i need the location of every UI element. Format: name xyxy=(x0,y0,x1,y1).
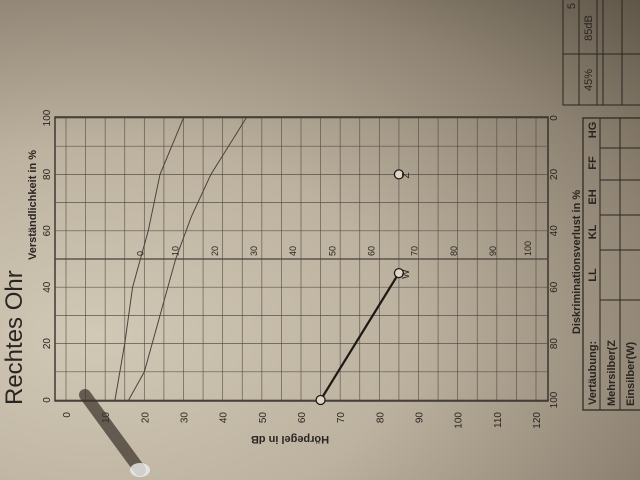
y-tick-label: 40 xyxy=(42,281,53,293)
masking-col-HG: HG xyxy=(587,122,599,139)
reference-curve xyxy=(114,117,184,401)
x-tick-label: 110 xyxy=(493,412,504,428)
y2-tick-label: 100 xyxy=(549,391,560,408)
hearing-loss-label: 10 xyxy=(171,246,181,256)
masking-col-LL: LL xyxy=(587,268,599,282)
y2-tick-label: 40 xyxy=(549,225,560,237)
hearing-loss-label: 70 xyxy=(410,246,420,256)
y2-tick-label: 20 xyxy=(549,168,560,180)
x-tick-label: 100 xyxy=(454,412,465,429)
result-db: 85dB xyxy=(583,15,595,41)
pen-shadow xyxy=(79,389,150,477)
y-tick-label: 0 xyxy=(42,397,53,403)
x-tick-label: 20 xyxy=(140,412,151,424)
x-tick-label: 70 xyxy=(336,412,347,424)
masking-table xyxy=(582,117,640,411)
x-tick-label: 90 xyxy=(415,412,426,424)
result-percent: 45% xyxy=(583,69,595,91)
hearing-loss-label: 40 xyxy=(288,246,298,256)
y2-tick-label: 60 xyxy=(549,281,560,293)
y2-tick-label: 80 xyxy=(549,338,560,350)
masking-header: Vertäubung: xyxy=(587,341,599,405)
y-tick-label: 60 xyxy=(42,225,53,237)
y2-axis-title: Diskriminationsverlust in % xyxy=(571,190,583,334)
data-point-W xyxy=(315,394,326,406)
x-tick-label: 30 xyxy=(180,412,191,424)
masking-row-einsilber: Einsilber(W) xyxy=(625,341,637,406)
hearing-loss-label: 80 xyxy=(449,246,459,256)
hearing-loss-label: 90 xyxy=(488,246,498,256)
reference-curve xyxy=(128,117,247,401)
result-partial: 5 xyxy=(566,3,578,9)
x-tick-label: 50 xyxy=(258,412,269,424)
hearing-loss-label: 20 xyxy=(210,246,220,256)
y-tick-label: 20 xyxy=(42,338,53,350)
tables: 45% 85dB 5 Vertäubung: LL KL EH FF HG Mehrsilber(… xyxy=(562,0,640,411)
series-label-Z: Z xyxy=(401,172,412,178)
masking-col-EH: EH xyxy=(587,189,599,204)
series-line-W xyxy=(319,272,400,401)
chart-marks: WZ xyxy=(114,117,412,406)
y2-tick-label: 0 xyxy=(549,115,560,121)
x-axis-title: Hörpegel in dB xyxy=(251,433,329,445)
data-point-Z xyxy=(393,169,405,180)
y-tick-label: 80 xyxy=(42,168,53,180)
chart-grid xyxy=(54,116,549,402)
x-tick-label: 0 xyxy=(62,412,73,418)
result-table xyxy=(562,0,640,106)
y-tick-label: 100 xyxy=(42,109,53,126)
hearing-loss-label: 30 xyxy=(249,246,259,256)
hearing-loss-label: 100 xyxy=(523,241,533,256)
y-axis-title: Verständlichkeit in % xyxy=(27,150,39,260)
masking-col-KL: KL xyxy=(587,224,599,239)
series-label-W: W xyxy=(401,269,412,279)
x-tick-label: 80 xyxy=(375,412,386,424)
data-point-W xyxy=(393,267,405,279)
masking-col-FF: FF xyxy=(587,156,599,170)
hearing-loss-label: 60 xyxy=(367,246,377,256)
masking-row-mehrsilber: Mehrsilber(Z xyxy=(606,340,618,406)
hearing-loss-label: 0 xyxy=(135,251,145,256)
ear-title: Rechtes Ohr xyxy=(1,270,28,405)
x-tick-label: 120 xyxy=(532,412,543,429)
hearing-loss-label: 50 xyxy=(327,246,337,256)
x-tick-label: 60 xyxy=(297,412,308,424)
x-tick-label: 40 xyxy=(219,412,230,424)
